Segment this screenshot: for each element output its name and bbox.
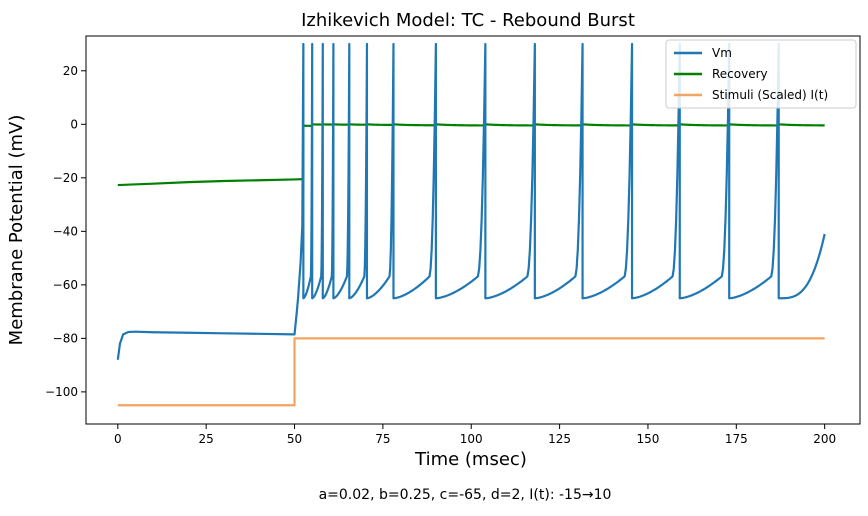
parameter-caption: a=0.02, b=0.25, c=-65, d=2, I(t): -15→10 <box>319 487 612 503</box>
x-tick-label: 75 <box>375 432 390 446</box>
series-layer <box>116 42 826 407</box>
y-tick-label: −80 <box>53 331 78 345</box>
legend-box <box>665 39 857 109</box>
y-axis: −100 −80 −60 −40 −20 0 20 <box>45 64 86 399</box>
x-tick-label: 150 <box>636 432 659 446</box>
series-line-stimuli <box>117 337 825 407</box>
x-tick-label: 200 <box>813 432 836 446</box>
y-tick-label: −100 <box>45 385 78 399</box>
y-tick-label: −60 <box>53 278 78 292</box>
x-tick-label: 50 <box>287 432 302 446</box>
x-axis-title: Time (msec) <box>414 449 527 470</box>
y-tick-label: −20 <box>53 171 78 185</box>
legend: Vm Recovery Stimuli (Scaled) I(t) <box>665 39 857 109</box>
series-line-vm <box>116 42 826 360</box>
series-line-recovery <box>117 123 825 187</box>
legend-label-stimuli: Stimuli (Scaled) I(t) <box>712 88 828 102</box>
legend-label-recovery: Recovery <box>712 67 768 81</box>
x-tick-label: 175 <box>725 432 748 446</box>
chart-title: Izhikevich Model: TC - Rebound Burst <box>301 10 635 31</box>
x-tick-label: 0 <box>114 432 122 446</box>
x-tick-label: 25 <box>199 432 214 446</box>
y-tick-label: −40 <box>53 224 78 238</box>
x-tick-label: 125 <box>548 432 571 446</box>
y-tick-label: 20 <box>63 64 78 78</box>
x-tick-label: 100 <box>460 432 483 446</box>
y-tick-label: 0 <box>70 117 78 131</box>
y-axis-title: Membrane Potential (mV) <box>6 115 27 346</box>
x-axis: 0 25 50 75 100 125 150 175 200 <box>114 424 836 446</box>
legend-label-vm: Vm <box>712 46 732 60</box>
